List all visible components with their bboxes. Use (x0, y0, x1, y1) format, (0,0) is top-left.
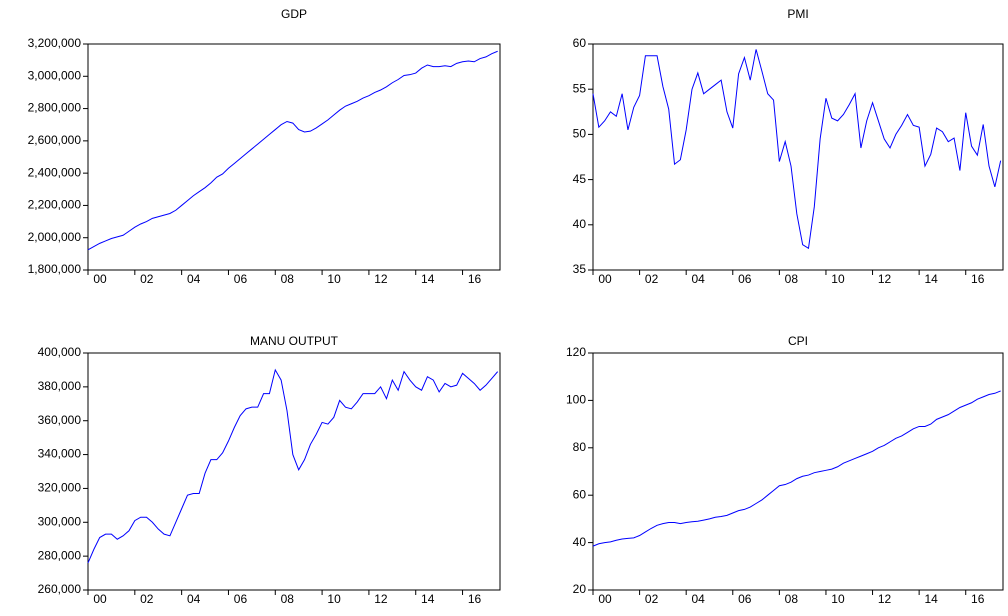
x-tick-label: 08 (281, 592, 295, 606)
x-tick-label: 12 (878, 592, 892, 606)
x-tick-label: 08 (785, 272, 799, 286)
x-tick-label: 06 (738, 272, 752, 286)
y-tick-label: 100 (566, 393, 586, 407)
x-tick-label: 16 (468, 592, 482, 606)
y-tick-label: 1,800,000 (28, 262, 82, 276)
panel-title: GDP (281, 7, 307, 21)
x-tick-label: 04 (187, 272, 201, 286)
x-tick-label: 06 (738, 592, 752, 606)
x-tick-label: 02 (140, 272, 154, 286)
x-tick-label: 04 (187, 592, 201, 606)
y-tick-label: 360,000 (38, 413, 82, 427)
y-tick-label: 55 (573, 81, 587, 95)
y-tick-label: 260,000 (38, 582, 82, 596)
x-tick-label: 16 (971, 272, 985, 286)
x-tick-label: 16 (468, 272, 482, 286)
x-tick-label: 12 (878, 272, 892, 286)
x-tick-label: 02 (645, 592, 659, 606)
data-line (87, 50, 498, 251)
y-tick-label: 80 (573, 440, 587, 454)
panel-title: CPI (788, 334, 808, 348)
y-tick-label: 50 (573, 127, 587, 141)
x-tick-label: 10 (831, 272, 845, 286)
y-tick-label: 400,000 (38, 345, 82, 359)
panel-title: MANU OUTPUT (250, 334, 339, 348)
x-tick-label: 00 (93, 592, 107, 606)
y-tick-label: 2,400,000 (28, 165, 82, 179)
x-tick-label: 14 (421, 272, 435, 286)
x-tick-label: 10 (831, 592, 845, 606)
y-tick-label: 3,000,000 (28, 68, 82, 82)
x-tick-label: 06 (234, 592, 248, 606)
y-tick-label: 35 (573, 262, 587, 276)
panel: CPI 20 40 60 80 100 120 00 02 04 06 08 10 12 14 16 (566, 334, 1004, 606)
y-tick-label: 340,000 (38, 447, 82, 461)
data-line (87, 368, 499, 564)
x-tick-label: 08 (785, 592, 799, 606)
y-tick-label: 2,600,000 (28, 133, 82, 147)
plot-frame (592, 352, 1004, 591)
x-tick-label: 14 (924, 592, 938, 606)
x-tick-label: 10 (327, 592, 341, 606)
plot-frame (592, 43, 1004, 271)
y-tick-label: 280,000 (38, 548, 82, 562)
plot-frame (87, 43, 501, 271)
y-tick-label: 2,000,000 (28, 230, 82, 244)
y-tick-label: 120 (566, 345, 586, 359)
panel: MANU OUTPUT 260,000 280,000 300,000 320,000 3… (38, 334, 501, 606)
data-line (592, 390, 1001, 547)
panel-title: PMI (787, 7, 808, 21)
y-tick-label: 40 (573, 535, 587, 549)
x-tick-label: 14 (924, 272, 938, 286)
y-tick-label: 40 (573, 217, 587, 231)
x-tick-label: 00 (93, 272, 107, 286)
x-tick-label: 16 (971, 592, 985, 606)
y-tick-label: 60 (573, 487, 587, 501)
y-tick-label: 3,200,000 (28, 36, 82, 50)
y-tick-label: 2,200,000 (28, 198, 82, 212)
y-tick-label: 60 (573, 36, 587, 50)
x-tick-label: 02 (140, 592, 154, 606)
x-tick-label: 00 (598, 272, 612, 286)
x-tick-label: 12 (374, 592, 388, 606)
y-tick-label: 300,000 (38, 514, 82, 528)
x-tick-label: 06 (234, 272, 248, 286)
plot-frame (87, 352, 501, 591)
y-tick-label: 45 (573, 172, 587, 186)
x-tick-label: 00 (598, 592, 612, 606)
panel: GDP 1,800,000 2,000,000 2,200,000 2,400,000 2… (28, 7, 501, 286)
data-line (592, 49, 1002, 250)
x-tick-label: 12 (374, 272, 388, 286)
y-tick-label: 2,800,000 (28, 101, 82, 115)
x-tick-label: 10 (327, 272, 341, 286)
x-tick-label: 02 (645, 272, 659, 286)
y-tick-label: 380,000 (38, 379, 82, 393)
panel: PMI 35 40 45 50 55 60 00 02 04 06 08 10 12 14 16 (573, 7, 1004, 286)
x-tick-label: 04 (692, 272, 706, 286)
x-tick-label: 14 (421, 592, 435, 606)
x-tick-label: 08 (281, 272, 295, 286)
y-tick-label: 20 (573, 582, 587, 596)
y-tick-label: 320,000 (38, 481, 82, 495)
x-tick-label: 04 (692, 592, 706, 606)
